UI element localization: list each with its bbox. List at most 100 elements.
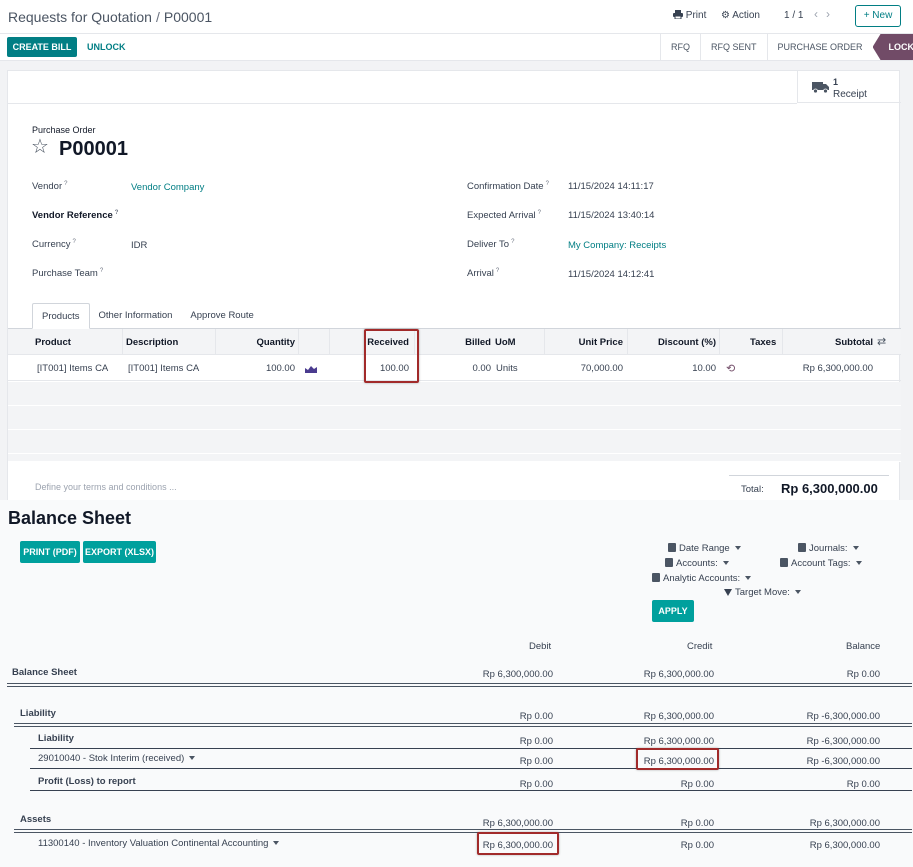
tab-products[interactable]: Products — [32, 303, 90, 329]
divider — [30, 790, 912, 791]
caret-down-icon — [722, 561, 729, 565]
col-discount[interactable]: Discount (%) — [657, 337, 716, 348]
revert-icon[interactable]: ⟲ — [726, 363, 736, 375]
target-move-filter[interactable]: Target Move: — [724, 587, 801, 598]
help-icon: ? — [511, 239, 515, 245]
deliver-to-field[interactable]: My Company: Receipts — [568, 240, 667, 251]
row-balance: Rp 0.00 — [846, 779, 880, 790]
stage-rfq[interactable]: RFQ — [660, 34, 700, 60]
account-row-label[interactable]: 11300140 - Inventory Valuation Continent… — [38, 838, 280, 849]
credit-highlight — [636, 748, 719, 770]
optional-columns-icon[interactable]: ⇄ — [877, 336, 887, 348]
stage-purchase-order[interactable]: PURCHASE ORDER — [766, 34, 873, 60]
receipt-smart-button[interactable]: 1 Receipt — [797, 71, 901, 103]
total-divider — [729, 475, 889, 476]
arrival-field[interactable]: 11/15/2024 14:12:41 — [568, 269, 655, 280]
table-row[interactable]: [IT001] Items CA [IT001] Items CA 100.00… — [8, 355, 901, 381]
col-product[interactable]: Product — [35, 337, 71, 348]
page-title: Balance Sheet — [8, 508, 132, 528]
chevron-left-icon[interactable]: ‹ — [814, 7, 826, 21]
col-received[interactable]: Received — [367, 337, 409, 348]
breadcrumb-parent[interactable]: Requests for Quotation — [8, 9, 152, 25]
create-bill-button[interactable]: CREATE BILL — [7, 37, 77, 57]
total-value: Rp 6,300,000.00 — [781, 481, 878, 496]
help-icon: ? — [537, 210, 541, 216]
vendor-field[interactable]: Vendor Company — [131, 182, 205, 193]
account-tags-filter[interactable]: Account Tags: — [780, 558, 862, 569]
purchase-order-panel: Requests for Quotation / P00001 Print ⚙ Ac… — [0, 0, 913, 500]
cell-unit-price: 70,000.00 — [580, 363, 623, 374]
star-icon[interactable]: ☆ — [31, 136, 49, 158]
export-xlsx-button[interactable]: EXPORT (XLSX) — [83, 541, 156, 563]
row-debit: Rp 0.00 — [519, 779, 553, 790]
terms-input[interactable]: Define your terms and conditions ... — [35, 482, 177, 492]
stage-locked[interactable]: LOCKED — [872, 34, 913, 60]
cell-billed: 0.00 — [472, 363, 492, 374]
tab-other-information[interactable]: Other Information — [98, 310, 173, 321]
new-button[interactable]: + New — [855, 5, 901, 27]
book-icon — [780, 558, 788, 567]
column-separator — [544, 329, 545, 355]
tabs-divider — [8, 328, 901, 329]
journals-filter[interactable]: Journals: — [798, 543, 859, 554]
forecast-chart-icon[interactable] — [305, 365, 317, 373]
confirmation-date-field[interactable]: 11/15/2024 14:11:17 — [568, 181, 654, 192]
double-divider — [14, 829, 912, 833]
stage-rfq-sent[interactable]: RFQ SENT — [700, 34, 767, 60]
account-row-label[interactable]: 29010040 - Stok Interim (received) — [38, 753, 196, 764]
tab-approve-route[interactable]: Approve Route — [190, 310, 254, 321]
row-debit: Rp 6,300,000.00 — [482, 669, 553, 680]
vendor-reference-label: Vendor Reference? — [32, 210, 119, 222]
receipt-count: 1 — [833, 77, 839, 87]
cell-product: [IT001] Items CA — [37, 363, 109, 374]
accounts-filter[interactable]: Accounts: — [665, 558, 729, 569]
help-icon: ? — [72, 239, 76, 245]
pager-arrows: ‹› — [814, 7, 838, 21]
action-label: Action — [732, 10, 760, 21]
col-quantity[interactable]: Quantity — [256, 337, 295, 348]
expected-arrival-field[interactable]: 11/15/2024 13:40:14 — [568, 210, 655, 221]
row-label: Assets — [20, 814, 52, 825]
notebook-tabs: Products Other Information Approve Route — [32, 303, 263, 329]
caret-down-icon — [734, 546, 741, 550]
filter-icon — [724, 589, 732, 596]
col-taxes[interactable]: Taxes — [750, 337, 777, 348]
breadcrumb-separator: / — [155, 9, 160, 25]
print-button[interactable]: Print — [673, 10, 706, 21]
row-label: Liability — [20, 708, 56, 719]
row-balance: Rp 6,300,000.00 — [809, 818, 880, 829]
row-credit: Rp 6,300,000.00 — [643, 669, 714, 680]
caret-down-icon — [273, 841, 280, 845]
row-credit: Rp 0.00 — [680, 818, 714, 829]
col-billed[interactable]: Billed — [465, 337, 491, 348]
action-button[interactable]: ⚙ Action — [721, 10, 760, 21]
col-description[interactable]: Description — [126, 337, 179, 348]
status-row: CREATE BILL UNLOCK RFQ RFQ SENT PURCHASE… — [0, 34, 913, 61]
apply-button[interactable]: APPLY — [652, 600, 694, 622]
column-separator — [414, 329, 415, 355]
unlock-button[interactable]: UNLOCK — [87, 42, 126, 52]
gear-icon: ⚙ — [721, 10, 730, 21]
cell-description: [IT001] Items CA — [128, 363, 200, 374]
print-pdf-button[interactable]: PRINT (PDF) — [20, 541, 80, 563]
column-separator — [329, 329, 330, 355]
print-label: Print — [685, 10, 707, 21]
analytic-accounts-filter[interactable]: Analytic Accounts: — [652, 573, 752, 584]
col-uom[interactable]: UoM — [495, 337, 516, 348]
pager-value[interactable]: 1 / 1 — [784, 10, 804, 21]
cell-discount: 10.00 — [692, 363, 716, 374]
chevron-right-icon[interactable]: › — [826, 7, 838, 21]
column-separator — [215, 329, 216, 355]
empty-row — [8, 430, 901, 454]
debit-highlight — [477, 832, 559, 855]
cell-uom: Units — [496, 363, 518, 374]
po-name: P00001 — [59, 138, 128, 160]
col-credit: Credit — [687, 641, 713, 652]
date-range-filter[interactable]: Date Range — [668, 543, 741, 554]
printer-icon — [673, 10, 683, 20]
help-icon: ? — [495, 268, 500, 274]
row-credit: Rp 0.00 — [680, 840, 714, 851]
col-subtotal[interactable]: Subtotal — [835, 337, 873, 348]
col-unit-price[interactable]: Unit Price — [578, 337, 623, 348]
currency-field[interactable]: IDR — [131, 240, 148, 251]
